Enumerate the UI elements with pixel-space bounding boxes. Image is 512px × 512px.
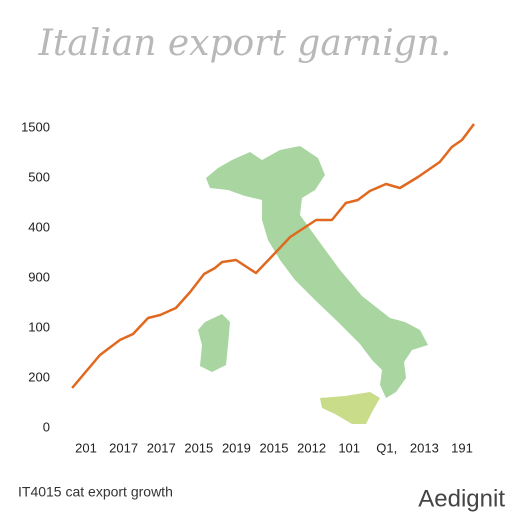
- y-tick-label: 500: [28, 169, 50, 184]
- x-tick-label: 2015: [184, 440, 213, 455]
- y-tick-label: 0: [43, 419, 50, 434]
- x-tick-label: Q1,: [376, 440, 397, 455]
- x-tick-label: 2015: [260, 440, 289, 455]
- caption: IT4015 cat export growth: [18, 484, 173, 500]
- x-tick-label: 2019: [222, 440, 251, 455]
- italy-map: [198, 146, 428, 424]
- sardinia: [198, 314, 230, 372]
- y-tick-label: 400: [28, 219, 50, 234]
- x-tick-label: 101: [338, 440, 360, 455]
- brand: Aedignit: [418, 485, 505, 512]
- y-tick-label: 100: [28, 319, 50, 334]
- x-tick-label: 2013: [410, 440, 439, 455]
- sicily: [320, 392, 380, 424]
- mainland: [206, 146, 428, 398]
- x-tick-label: 2017: [109, 440, 138, 455]
- y-tick-label: 1500: [21, 119, 50, 134]
- x-tick-label: 2017: [147, 440, 176, 455]
- x-tick-label: 191: [451, 440, 473, 455]
- y-tick-label: 200: [28, 369, 50, 384]
- x-tick-label: 2012: [297, 440, 326, 455]
- y-tick-label: 900: [28, 269, 50, 284]
- chart-title: Italian export garnign.: [38, 23, 452, 64]
- line: [71, 123, 475, 389]
- x-tick-label: 201: [75, 440, 97, 455]
